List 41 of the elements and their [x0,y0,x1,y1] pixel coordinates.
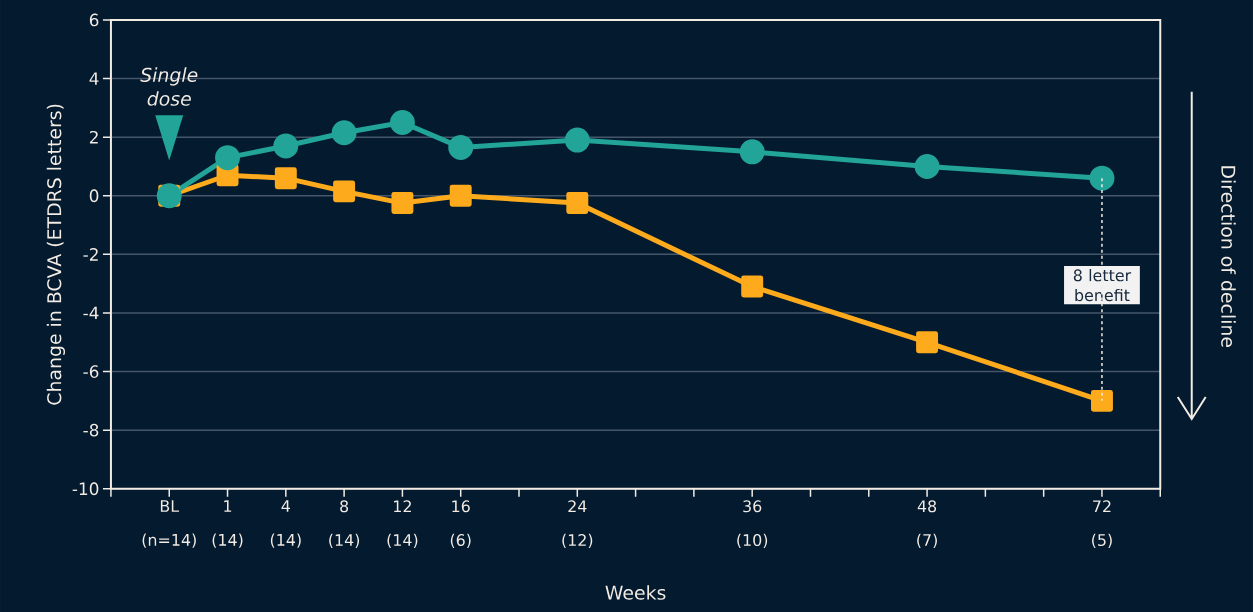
point [391,191,414,214]
y-tick-label: -2 [83,247,98,261]
category-label: 36 (10) [737,500,768,548]
point [741,275,764,298]
point [331,120,357,146]
point [566,191,589,214]
annotation: Single dose [140,67,198,106]
y-tick-label: -8 [83,423,99,437]
category-label: 12 (14) [387,500,418,548]
y-tick-label: 0 [89,189,99,202]
point [1089,165,1115,191]
point [273,133,299,159]
point [914,153,940,179]
point [215,144,240,170]
y-axis-title: Change in BCVA (ETDRS letters) [46,104,66,405]
category-label: 1 (14) [212,500,243,548]
category-label: BL (n=14) [142,500,196,548]
category-label: 72 (5) [1092,500,1112,548]
category-label: 16 (6) [450,500,471,548]
y-tick-label: 2 [89,130,98,144]
y-tick-label: -10 [72,482,99,495]
y-tick-label: -6 [83,364,99,378]
point [448,134,474,160]
x-axis-title: Weeks [605,584,666,600]
point [1090,389,1113,412]
annotation: 8 letter benefit [1073,268,1132,301]
point [564,127,590,153]
category-label: 8 (14) [329,500,360,548]
point [739,139,765,165]
category-label: 48 (7) [917,500,937,548]
y-tick-label: 6 [89,13,99,27]
point [333,180,356,203]
point [916,331,939,354]
category-label: 4 (14) [270,500,301,548]
text: Direction of decline [1221,166,1236,347]
category-label: 24 (12) [562,500,593,548]
y-tick-label: 4 [89,72,99,85]
point [389,109,415,135]
point [449,184,472,207]
point [274,166,297,189]
y-tick-label: -4 [83,306,99,319]
